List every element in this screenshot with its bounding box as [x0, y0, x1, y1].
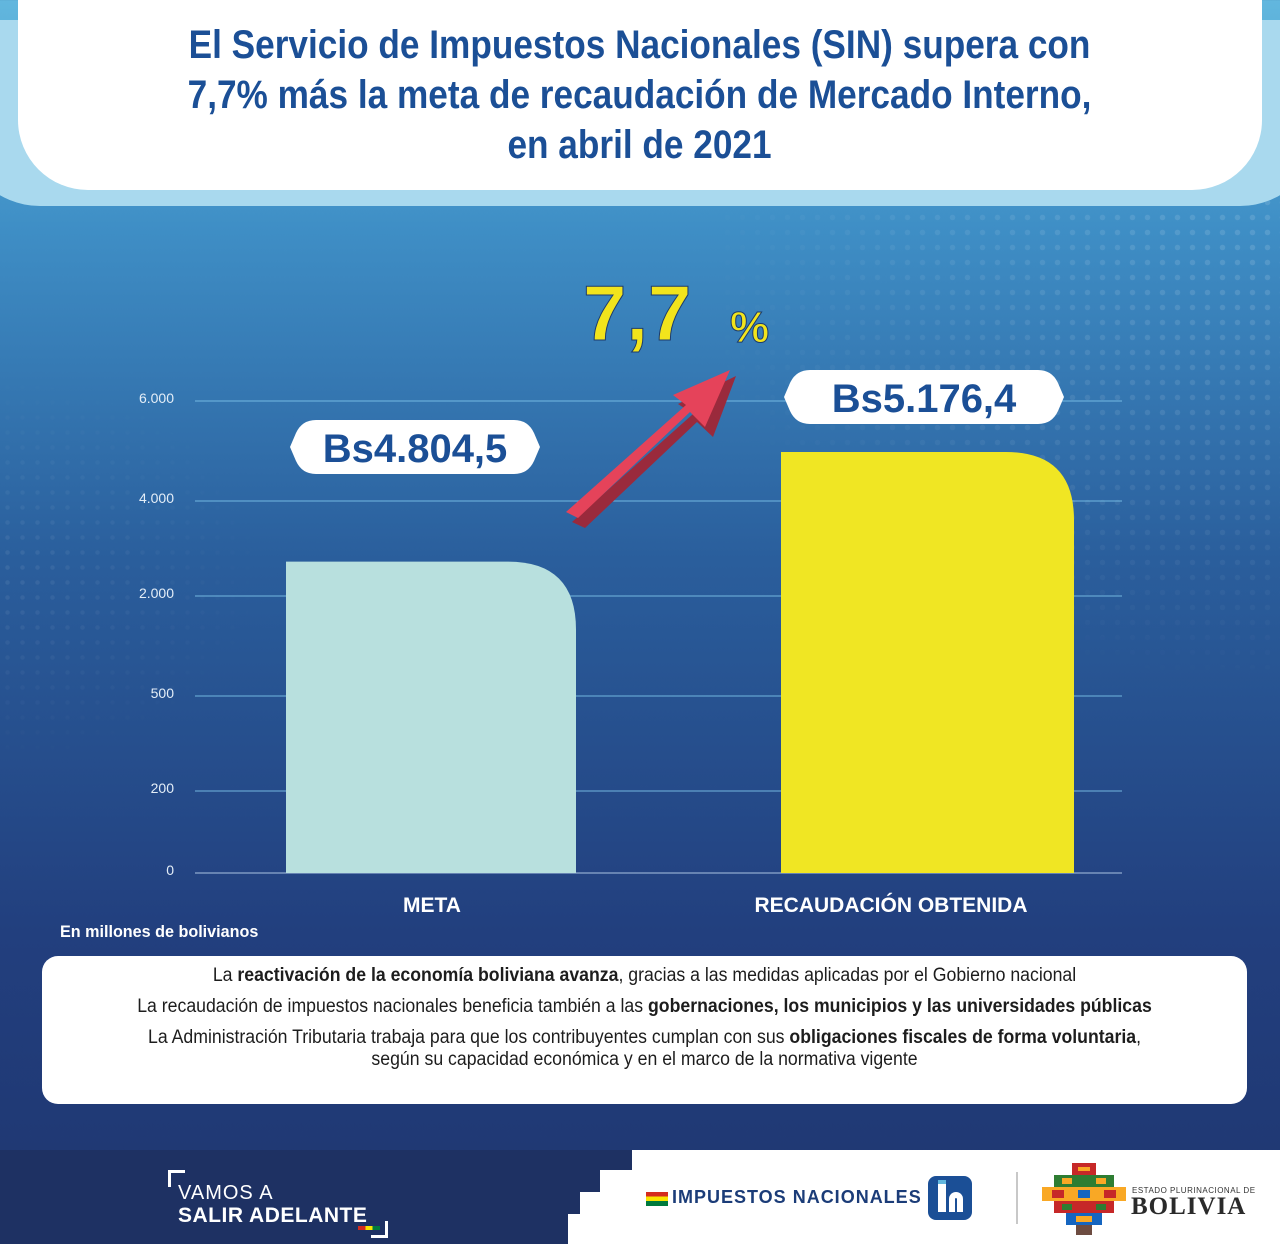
state-label-big: BOLIVIA [1131, 1193, 1247, 1220]
page-title: El Servicio de Impuestos Nacionales (SIN… [188, 20, 1092, 170]
y-tick-label: 2.000 [139, 585, 174, 601]
tricolor-underline [358, 1226, 380, 1230]
bar-recaudacion [781, 452, 1074, 873]
note-1-bold: reactivación de la economía boliviana av… [237, 965, 619, 986]
note-2-bold: gobernaciones, los municipios y las univ… [648, 996, 1152, 1017]
logo-n [949, 1192, 963, 1212]
note-3: La Administración Tributaria trabaja par… [84, 1027, 1205, 1071]
note-3-text-end: , [1136, 1027, 1141, 1048]
y-tick-label: 6.000 [139, 390, 174, 406]
slogan-logo: VAMOS A SALIR ADELANTE [168, 1170, 388, 1238]
value-label-meta: Bs4.804,5 [323, 427, 508, 471]
note-1-text: La [212, 965, 238, 986]
bracket-icon [168, 1170, 185, 1187]
halftone-pattern-left [0, 380, 260, 760]
note-3-bold: obligaciones fiscales de forma voluntari… [789, 1027, 1137, 1048]
callout-meta: Bs4.804,5 [290, 420, 540, 474]
percent-value: 7,7 [583, 269, 691, 357]
note-1: La reactivación de la economía boliviana… [84, 965, 1205, 987]
footer-step [568, 1214, 608, 1244]
title-line-1: El Servicio de Impuestos Nacionales (SIN… [189, 23, 1091, 67]
title-line-3: en abril de 2021 [507, 123, 773, 167]
notes-box: La reactivación de la economía boliviana… [42, 956, 1247, 1104]
increase-arrow-icon [566, 370, 736, 528]
note-2: La recaudación de impuestos nacionales b… [84, 996, 1205, 1018]
slogan-line-2: SALIR ADELANTE [178, 1204, 368, 1227]
bolivia-flag-icon [646, 1192, 668, 1206]
value-label-recaudacion: Bs5.176,4 [832, 377, 1017, 421]
note-3-line-2: según su capacidad económica y en el mar… [371, 1049, 918, 1070]
agency-name: IMPUESTOS NACIONALES [672, 1187, 922, 1207]
units-note: En millones de bolivianos [60, 922, 259, 941]
bar-meta [286, 561, 576, 873]
bracket-icon [371, 1221, 388, 1238]
category-label-meta: META [403, 894, 461, 917]
title-banner: El Servicio de Impuestos Nacionales (SIN… [18, 0, 1262, 190]
chart-bars [286, 452, 1074, 873]
note-3-text: La Administración Tributaria trabaja par… [148, 1027, 790, 1048]
slogan-line-1: VAMOS A [178, 1182, 274, 1204]
title-line-2: 7,7% más la meta de recaudación de Merca… [188, 73, 1092, 117]
y-tick-label: 0 [166, 862, 174, 878]
logo-i [938, 1184, 946, 1212]
sin-logo-icon [928, 1176, 972, 1220]
footer-divider [1016, 1172, 1018, 1224]
y-tick-label: 500 [151, 685, 175, 701]
percent-sign: % [730, 303, 769, 352]
note-2-text: La recaudación de impuestos nacionales b… [137, 996, 649, 1017]
note-1-text-end: , gracias a las medidas aplicadas por el… [618, 965, 1077, 986]
y-tick-label: 4.000 [139, 490, 174, 506]
y-axis-ticks: 0 200 500 2.000 4.000 6.000 [139, 390, 174, 878]
callout-recaudacion: Bs5.176,4 [784, 370, 1064, 424]
bar-chart: 0 200 500 2.000 4.000 6.000 7,7 % Bs4.804,5 B… [138, 268, 1122, 917]
bolivia-emblem-icon [1042, 1163, 1126, 1235]
logo-dot [938, 1180, 946, 1185]
state-label-small: ESTADO PLURINACIONAL DE [1132, 1186, 1256, 1195]
category-label-recaudacion: RECAUDACIÓN OBTENIDA [755, 893, 1028, 917]
y-tick-label: 200 [151, 780, 175, 796]
